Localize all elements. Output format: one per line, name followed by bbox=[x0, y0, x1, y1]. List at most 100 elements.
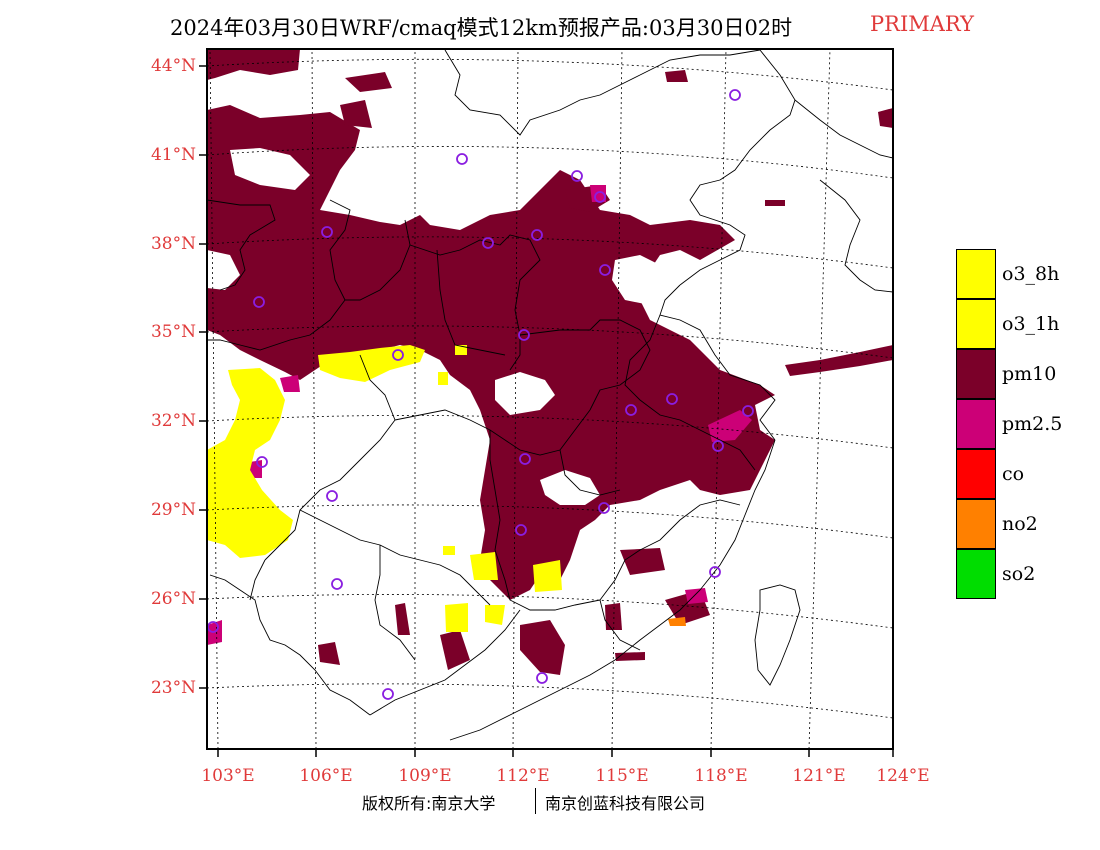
pm10-patch-f bbox=[765, 200, 785, 206]
legend-swatch bbox=[956, 399, 996, 449]
o3-patch-7 bbox=[443, 546, 455, 555]
clear-area-1 bbox=[612, 255, 665, 305]
station-marker bbox=[256, 456, 268, 468]
legend-swatch bbox=[956, 449, 996, 499]
legend-swatch bbox=[956, 349, 996, 399]
o3-patch-2 bbox=[533, 560, 562, 592]
legend-item-no2: no2 bbox=[956, 499, 1086, 549]
station-marker bbox=[625, 404, 637, 416]
boundary-lines bbox=[207, 49, 893, 741]
pm25-patch-6 bbox=[250, 460, 262, 478]
station-marker bbox=[742, 405, 754, 417]
pm10-patch-a bbox=[345, 72, 392, 92]
pm10-patch-south-4 bbox=[620, 548, 665, 575]
lon-label: 112°E bbox=[496, 766, 550, 786]
o3-patch-5 bbox=[455, 345, 467, 355]
station-marker bbox=[518, 329, 530, 341]
station-marker bbox=[519, 453, 531, 465]
pm10-patch-south-3 bbox=[318, 642, 340, 665]
lat-label: 38°N bbox=[150, 234, 196, 254]
legend-label: o3_8h bbox=[1002, 263, 1060, 285]
station-marker bbox=[253, 296, 265, 308]
station-marker bbox=[456, 153, 468, 165]
pm25-patch-2 bbox=[590, 185, 606, 202]
pm10-east-band bbox=[785, 345, 893, 376]
lon-label: 109°E bbox=[398, 766, 452, 786]
legend-item-co: co bbox=[956, 449, 1086, 499]
station-marker bbox=[326, 490, 338, 502]
lon-label: 106°E bbox=[299, 766, 353, 786]
lat-label: 35°N bbox=[150, 322, 196, 342]
lon-label: 118°E bbox=[694, 766, 748, 786]
legend-label: pm10 bbox=[1002, 363, 1057, 385]
lat-label: 41°N bbox=[150, 145, 196, 165]
pm10-patch-b bbox=[340, 100, 372, 128]
legend-swatch bbox=[956, 299, 996, 349]
no2-patch bbox=[668, 617, 686, 626]
copyright-text: 版权所有:南京大学 bbox=[362, 794, 496, 813]
clear-area-2 bbox=[495, 372, 555, 415]
title-bar: 2024年03月30日WRF/cmaq模式12km预报产品:03月30日02时 … bbox=[0, 12, 1100, 40]
legend-swatch bbox=[956, 499, 996, 549]
clear-area-4 bbox=[230, 148, 310, 190]
pm25-patch-3 bbox=[685, 588, 708, 604]
legend-item-o3-8h: o3_8h bbox=[956, 249, 1086, 299]
station-marker bbox=[571, 170, 583, 182]
o3-patch-6 bbox=[438, 372, 448, 385]
station-marker bbox=[531, 229, 543, 241]
lon-label: 115°E bbox=[595, 766, 649, 786]
legend-item-so2: so2 bbox=[956, 549, 1086, 599]
footer: 版权所有:南京大学 南京创蓝科技有限公司 bbox=[0, 788, 1100, 820]
o3-region-sichuan bbox=[207, 368, 293, 558]
legend-label: so2 bbox=[1002, 563, 1036, 585]
lon-label: 124°E bbox=[876, 766, 930, 786]
station-marker bbox=[331, 578, 343, 590]
pm10-patch-south-6 bbox=[605, 603, 622, 630]
grid-lines bbox=[207, 49, 893, 749]
station-marker bbox=[712, 440, 724, 452]
pm10-patch-south-2 bbox=[440, 630, 470, 670]
lat-label: 26°N bbox=[150, 589, 196, 609]
station-marker bbox=[666, 393, 678, 405]
pm10-patch-d bbox=[878, 108, 893, 128]
pm10-top-band bbox=[207, 49, 300, 80]
pm10-patch-south-1 bbox=[520, 620, 565, 675]
station-marker bbox=[729, 89, 741, 101]
legend-label: o3_1h bbox=[1002, 313, 1060, 335]
station-marker bbox=[482, 237, 494, 249]
lat-label: 44°N bbox=[150, 56, 196, 76]
legend-swatch bbox=[956, 249, 996, 299]
station-marker bbox=[392, 349, 404, 361]
pm10-patch-south-8 bbox=[395, 603, 410, 635]
o3-patch-4 bbox=[485, 605, 505, 625]
station-marker bbox=[599, 264, 611, 276]
tick-marks bbox=[199, 65, 894, 757]
o3-patch-1 bbox=[470, 552, 498, 580]
map-frame bbox=[206, 48, 894, 750]
primary-tag: PRIMARY bbox=[870, 12, 974, 36]
clear-area-3 bbox=[540, 470, 600, 505]
station-marker bbox=[321, 226, 333, 238]
pm25-patch-5 bbox=[280, 375, 300, 392]
station-marker bbox=[382, 688, 394, 700]
lat-label: 23°N bbox=[150, 678, 196, 698]
legend-label: no2 bbox=[1002, 513, 1038, 535]
lat-label: 32°N bbox=[150, 411, 196, 431]
o3-region-band bbox=[318, 345, 425, 382]
pm10-patch-c bbox=[665, 70, 688, 82]
legend-item-o3-1h: o3_1h bbox=[956, 299, 1086, 349]
legend-item-pm25: pm2.5 bbox=[956, 399, 1086, 449]
lat-label: 29°N bbox=[150, 500, 196, 520]
lon-label: 121°E bbox=[792, 766, 846, 786]
clear-area-5 bbox=[207, 250, 240, 290]
station-markers bbox=[207, 89, 754, 700]
station-marker bbox=[709, 566, 721, 578]
lon-label: 103°E bbox=[201, 766, 255, 786]
map-title: 2024年03月30日WRF/cmaq模式12km预报产品:03月30日02时 bbox=[170, 16, 793, 40]
station-marker bbox=[598, 502, 610, 514]
station-marker bbox=[536, 672, 548, 684]
map-content bbox=[207, 49, 893, 749]
station-marker bbox=[515, 524, 527, 536]
pm25-patch-1 bbox=[708, 410, 752, 442]
